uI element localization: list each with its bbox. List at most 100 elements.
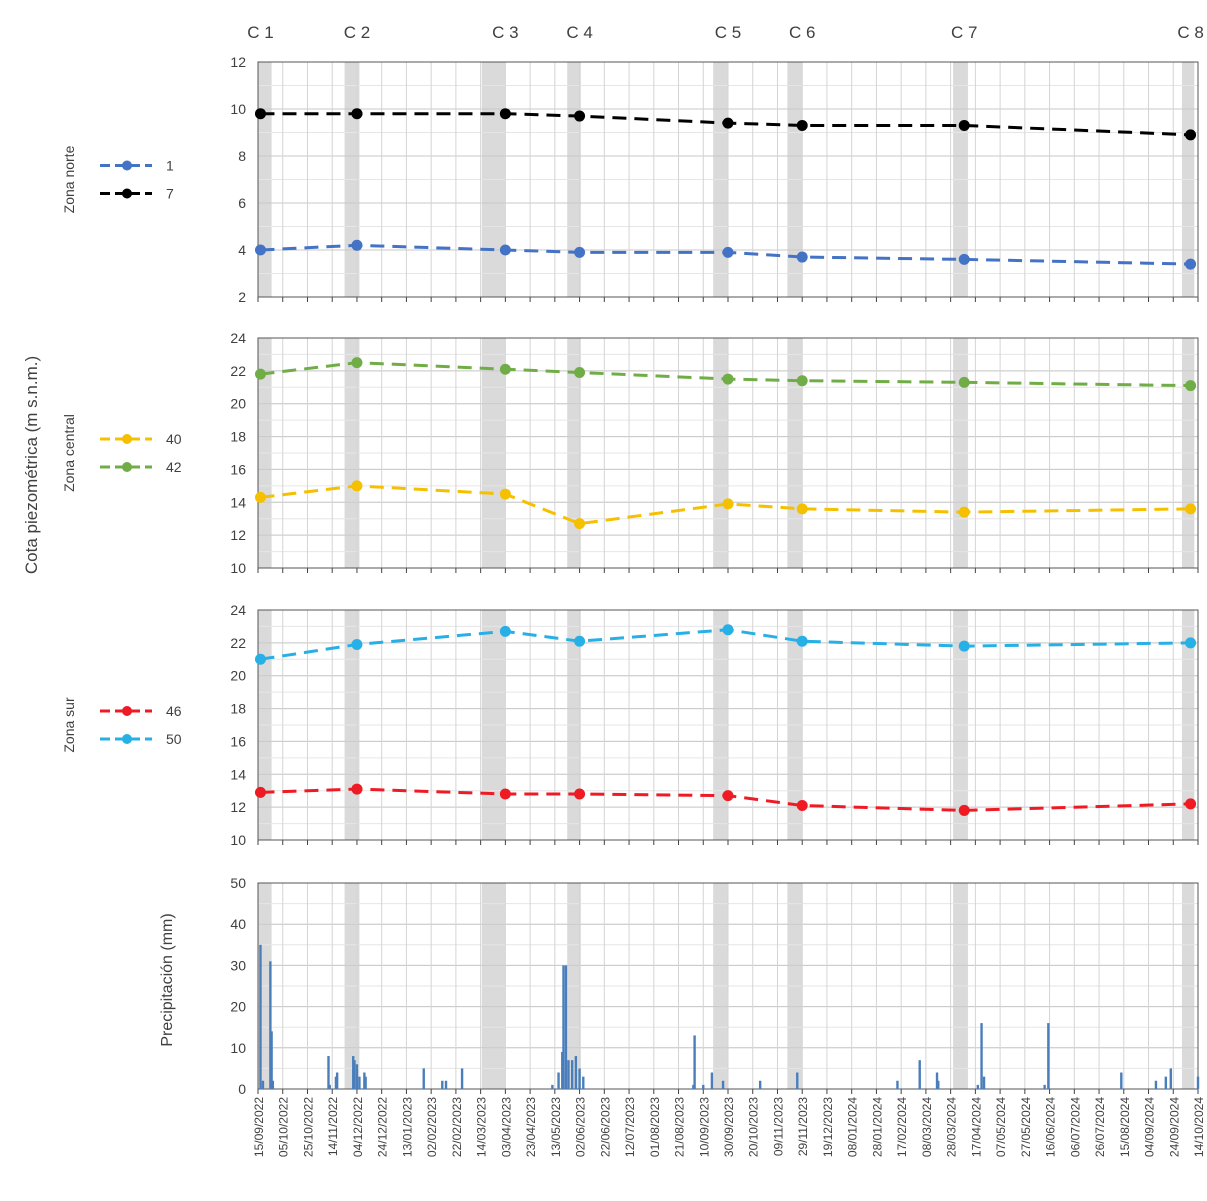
y-tick-label: 16 xyxy=(230,461,246,477)
data-point-50 xyxy=(574,635,586,647)
precip-bar xyxy=(353,1060,356,1089)
series-lines xyxy=(254,108,1197,816)
data-point-40 xyxy=(351,480,363,492)
y-tick-label: 18 xyxy=(230,429,246,445)
data-point-7 xyxy=(499,108,511,120)
series-line-46 xyxy=(260,787,1191,812)
panel-frames xyxy=(257,61,1199,1094)
precip-bar xyxy=(1164,1076,1168,1089)
series-line-1 xyxy=(260,243,1191,266)
campaign-bands xyxy=(258,62,1195,1089)
x-tick-label: 10/09/2023 xyxy=(697,1097,711,1157)
precip-bar xyxy=(352,1056,355,1089)
series-line-40 xyxy=(260,484,1191,526)
precip-bar xyxy=(261,1080,265,1089)
y-tick-label: 2 xyxy=(238,289,246,305)
x-tick-label: 01/08/2023 xyxy=(648,1097,662,1157)
precip-bar xyxy=(441,1080,444,1089)
y-tick-label: 18 xyxy=(230,701,246,717)
x-tick-label: 13/05/2023 xyxy=(549,1097,563,1157)
precip-bar xyxy=(982,1076,986,1089)
x-tick-label: 21/08/2023 xyxy=(673,1097,687,1157)
precip-bar xyxy=(269,961,272,1089)
y-tick-label: 20 xyxy=(230,999,246,1015)
campaign-label: C 4 xyxy=(566,23,592,42)
precip-axis-title: Precipitación (mm) xyxy=(159,913,176,1046)
data-point-1 xyxy=(574,246,586,258)
data-point-46 xyxy=(722,790,734,802)
data-point-7 xyxy=(351,108,363,120)
data-point-46 xyxy=(958,804,970,816)
x-tick-label: 17/04/2024 xyxy=(969,1097,983,1157)
x-tick-label: 28/01/2024 xyxy=(870,1097,884,1157)
data-point-40 xyxy=(796,503,808,515)
precip-bar xyxy=(1047,1023,1050,1089)
x-tick-label: 29/11/2023 xyxy=(796,1097,810,1156)
campaign-label: C 6 xyxy=(789,23,815,42)
x-tick-label: 25/10/2022 xyxy=(301,1097,315,1157)
data-point-42 xyxy=(958,376,970,388)
x-tick-label: 28/03/2024 xyxy=(945,1097,959,1157)
x-tick-label: 17/02/2024 xyxy=(895,1097,909,1157)
data-point-46 xyxy=(254,786,266,798)
data-point-7 xyxy=(796,119,808,131)
data-point-1 xyxy=(796,251,808,263)
data-point-50 xyxy=(722,624,734,636)
legend-marker-46 xyxy=(122,706,132,716)
x-tick-label: 08/01/2024 xyxy=(846,1097,860,1157)
panel-frame xyxy=(257,61,1199,298)
zone-label: Zona sur xyxy=(61,697,77,753)
precipitation-bars xyxy=(259,944,1200,1089)
zone-label: Zona central xyxy=(61,414,77,492)
series-line-7 xyxy=(260,112,1191,137)
y-tick-label: 24 xyxy=(230,602,246,618)
x-tick-label: 14/10/2024 xyxy=(1192,1097,1206,1157)
precip-bar xyxy=(270,1031,273,1089)
precip-bar xyxy=(721,1080,725,1089)
precip-bar xyxy=(561,1051,564,1089)
y-tick-label: 24 xyxy=(230,330,246,346)
precip-bar xyxy=(444,1080,448,1089)
legend-label-50: 50 xyxy=(166,731,182,747)
y-tick-label: 8 xyxy=(238,148,246,164)
data-point-42 xyxy=(722,373,734,385)
legend-marker-1 xyxy=(122,160,132,171)
precip-bar xyxy=(328,1084,331,1089)
data-point-42 xyxy=(351,357,363,369)
precip-bar xyxy=(693,1035,696,1089)
x-tick-label: 24/12/2022 xyxy=(376,1097,390,1157)
precip-bar xyxy=(355,1064,359,1089)
precip-bar xyxy=(710,1072,714,1089)
y-tick-label: 12 xyxy=(230,54,246,70)
y-tick-label: 40 xyxy=(230,916,246,932)
precip-bar xyxy=(918,1060,921,1089)
data-point-42 xyxy=(574,367,586,378)
precip-bar xyxy=(976,1084,980,1089)
data-point-1 xyxy=(254,244,266,256)
x-tick-label: 08/03/2024 xyxy=(920,1097,934,1157)
precip-bar xyxy=(422,1068,425,1089)
y-tick-label: 50 xyxy=(230,875,246,891)
x-tick-label: 22/06/2023 xyxy=(598,1097,612,1157)
y-tick-label: 6 xyxy=(238,195,246,211)
x-tick-label: 26/07/2024 xyxy=(1093,1097,1107,1157)
data-point-40 xyxy=(254,491,266,503)
precip-bar xyxy=(271,1080,275,1089)
data-point-50 xyxy=(254,653,266,665)
series-line-50 xyxy=(260,628,1191,661)
precip-bar xyxy=(702,1084,705,1089)
campaign-label: C 5 xyxy=(715,23,741,42)
data-point-7 xyxy=(574,110,586,122)
y-tick-label: 22 xyxy=(230,635,246,651)
data-point-7 xyxy=(722,117,734,129)
data-point-40 xyxy=(958,506,970,518)
data-point-46 xyxy=(1185,798,1197,810)
precip-bar xyxy=(259,944,262,1089)
x-tick-label: 13/01/2023 xyxy=(400,1097,414,1157)
y-tick-label: 14 xyxy=(230,494,246,510)
data-point-50 xyxy=(499,625,511,637)
panel-frame xyxy=(257,609,1199,841)
precip-bar xyxy=(896,1080,899,1089)
x-tick-label: 04/09/2024 xyxy=(1143,1097,1157,1157)
